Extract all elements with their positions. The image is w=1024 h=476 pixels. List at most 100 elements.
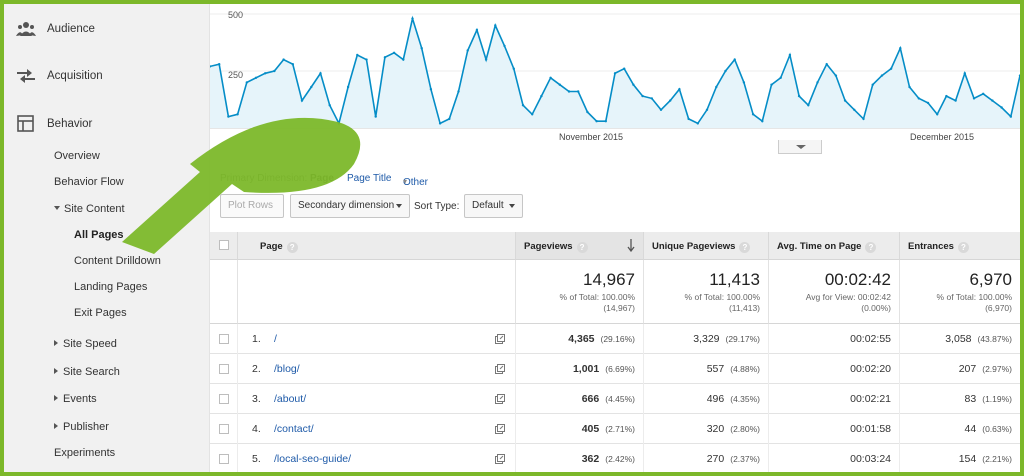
chart-point[interactable] [521, 104, 525, 107]
chart-point[interactable] [319, 72, 322, 75]
chart-point[interactable] [1000, 106, 1003, 109]
chart-point[interactable] [457, 90, 460, 93]
chart-point[interactable] [788, 53, 792, 57]
chart-point[interactable] [484, 58, 488, 61]
nav-audience[interactable]: Audience [4, 14, 210, 44]
row-page-link[interactable]: /local-seo-guide/ [274, 453, 352, 465]
external-link-icon[interactable] [495, 424, 505, 434]
sidebar-item-behavior-flow[interactable]: Behavior Flow [54, 176, 124, 188]
sidebar-item-content-drilldown[interactable]: Content Drilldown [74, 255, 161, 267]
chart-point[interactable] [245, 81, 248, 84]
chart-point[interactable] [972, 97, 976, 100]
dimension-page[interactable]: Page [310, 173, 334, 184]
chart-point[interactable] [982, 92, 985, 96]
chart-point[interactable] [346, 85, 350, 89]
chart-point[interactable] [540, 94, 543, 98]
row-checkbox[interactable] [219, 424, 229, 434]
row-checkbox[interactable] [219, 334, 229, 344]
nav-acquisition[interactable]: Acquisition [4, 61, 210, 91]
nav-behavior[interactable]: Behavior [4, 109, 210, 139]
chart-point[interactable] [254, 76, 258, 80]
chart-point[interactable] [899, 47, 902, 50]
chart-point[interactable] [843, 99, 847, 102]
chart-point[interactable] [429, 88, 433, 91]
chart-point[interactable] [963, 72, 966, 75]
chart-point[interactable] [604, 120, 607, 123]
dimension-page-title[interactable]: Page Title [347, 173, 392, 184]
chart-point[interactable] [770, 83, 773, 86]
header-avg-time[interactable]: Avg. Time on Page? [769, 232, 900, 260]
chart-point[interactable] [908, 85, 911, 89]
chart-point[interactable] [310, 85, 313, 89]
chart-point[interactable] [411, 17, 414, 20]
row-checkbox[interactable] [219, 364, 229, 374]
chart-point[interactable] [632, 83, 635, 86]
chart-point[interactable] [853, 108, 856, 112]
sidebar-item-all-pages[interactable]: All Pages [74, 229, 124, 241]
sidebar-item-overview[interactable]: Overview [54, 150, 100, 162]
chart-point[interactable] [392, 51, 396, 54]
secondary-dimension-select[interactable]: Secondary dimension [290, 194, 410, 218]
help-icon[interactable]: ? [739, 242, 751, 253]
external-link-icon[interactable] [495, 454, 505, 464]
chart-point[interactable] [328, 104, 331, 107]
header-entrances[interactable]: Entrances? [900, 232, 1020, 260]
chart-point[interactable] [678, 88, 681, 91]
header-pageviews[interactable]: Pageviews? [516, 232, 644, 260]
table-row[interactable]: 5. /local-seo-guide/362 (2.42%) 270 (2.37%) 0… [210, 444, 1020, 472]
chart-point[interactable] [586, 110, 589, 114]
help-icon[interactable]: ? [957, 242, 969, 253]
chart-point[interactable] [531, 113, 534, 116]
chart-point[interactable] [365, 58, 368, 61]
sidebar-item-site-speed[interactable]: Site Speed [54, 338, 117, 350]
chart-point[interactable] [871, 83, 874, 86]
chart-point[interactable] [954, 99, 957, 102]
table-row[interactable]: 2. /blog/1,001 (6.69%) 557 (4.88%) 00:02:20 20… [210, 354, 1020, 384]
help-icon[interactable]: ? [865, 242, 877, 253]
chart-point[interactable] [494, 24, 497, 27]
sidebar-item-site-search[interactable]: Site Search [54, 366, 120, 378]
sidebar-item-experiments[interactable]: Experiments [54, 447, 116, 459]
sidebar-item-site-content[interactable]: Site Content [54, 203, 125, 215]
chart-point[interactable] [917, 97, 920, 100]
chart-point[interactable] [816, 81, 819, 84]
chart-point[interactable] [503, 44, 506, 48]
chart-point[interactable] [558, 83, 561, 86]
chart-point[interactable] [807, 104, 810, 107]
chart-point[interactable] [705, 108, 709, 112]
chart-point[interactable] [282, 58, 285, 61]
chart-point[interactable] [383, 56, 387, 59]
chart-point[interactable] [724, 69, 727, 73]
external-link-icon[interactable] [495, 394, 505, 404]
chart-point[interactable] [733, 58, 736, 61]
header-unique-pageviews[interactable]: Unique Pageviews? [644, 232, 769, 260]
chart-point[interactable] [438, 122, 442, 125]
chart-point[interactable] [613, 72, 617, 75]
help-icon[interactable]: ? [286, 242, 298, 253]
chart-point[interactable] [420, 47, 423, 50]
chart-point[interactable] [862, 117, 865, 121]
chart-point[interactable] [273, 69, 276, 73]
chart-point[interactable] [227, 115, 230, 118]
chart-point[interactable] [880, 74, 884, 77]
chart-point[interactable] [825, 63, 828, 66]
sort-type-select[interactable]: Default [464, 194, 523, 218]
chart-point[interactable] [991, 99, 994, 102]
table-row[interactable]: 1. / 4,365 (29.16%) 3,329 (29.17%) 00:02:55 3,0… [210, 324, 1020, 354]
chart-point[interactable] [1018, 74, 1020, 77]
chart-point[interactable] [742, 81, 746, 84]
chart-point[interactable] [291, 63, 294, 66]
row-page-link[interactable]: /contact/ [274, 423, 314, 435]
chart-point[interactable] [512, 67, 515, 70]
chart-point[interactable] [356, 53, 359, 57]
chart-point[interactable] [926, 101, 930, 105]
chart-point[interactable] [549, 76, 552, 80]
chart-point[interactable] [264, 72, 267, 75]
chart-collapse-tab[interactable] [778, 140, 822, 154]
chart-point[interactable] [797, 94, 801, 98]
chart-point[interactable] [751, 113, 755, 116]
row-page-link[interactable]: / [274, 333, 277, 345]
chart-point[interactable] [567, 90, 571, 93]
chart-point[interactable] [448, 117, 451, 121]
table-row[interactable]: 4. /contact/405 (2.71%) 320 (2.80%) 00:01:58 4… [210, 414, 1020, 444]
